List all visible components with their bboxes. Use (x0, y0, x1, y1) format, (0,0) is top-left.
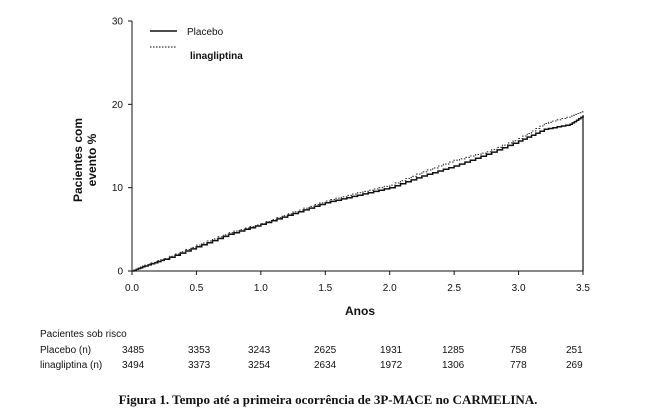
risk-cell: 3353 (188, 345, 211, 356)
risk-cell: 3243 (248, 345, 271, 356)
legend: Placebo linagliptina (150, 27, 243, 62)
risk-cell: 3254 (248, 360, 271, 371)
risk-cell: 1306 (442, 360, 465, 371)
risk-row-linagliptina: linagliptina (n) 3494 3373 3254 2634 197… (40, 360, 640, 374)
risk-cell: 3494 (122, 360, 145, 371)
x-tick-label: 0.5 (189, 283, 203, 294)
legend-label-linagliptina: linagliptina (190, 51, 243, 62)
risk-cell: 758 (510, 345, 527, 356)
series-line-placebo (132, 116, 584, 272)
series-line-linagliptina (132, 111, 584, 272)
km-chart: 0 10 20 30 0.0 0.5 1.0 1.5 2.0 2.5 3.0 3.5 Anos Pa… (71, 17, 590, 319)
risk-cell: 269 (566, 360, 583, 371)
x-tick-group: 0.0 0.5 1.0 1.5 2.0 2.5 3.0 3.5 (125, 271, 590, 294)
x-tick-label: 1.0 (254, 283, 268, 294)
risk-cell: 1285 (442, 345, 465, 356)
x-tick-label: 2.5 (447, 283, 461, 294)
y-tick-label: 10 (112, 183, 124, 194)
x-axis-title: Anos (345, 304, 375, 318)
risk-cell: 1931 (380, 345, 403, 356)
x-tick-label: 3.5 (576, 283, 590, 294)
risk-row-label: linagliptina (n) (40, 360, 103, 371)
risk-row-label: Placebo (n) (40, 345, 92, 356)
risk-cell: 778 (510, 360, 527, 371)
risk-row-placebo: Placebo (n) 3485 3353 3243 2625 1931 128… (40, 345, 640, 359)
y-tick-label: 30 (112, 17, 124, 28)
risk-cell: 3485 (122, 345, 145, 356)
x-tick-label: 2.0 (383, 283, 397, 294)
risk-cell: 251 (566, 345, 583, 356)
series-group (132, 111, 584, 272)
x-tick-label: 3.0 (512, 283, 526, 294)
y-tick-label: 20 (112, 100, 124, 111)
risk-table-title: Pacientes sob risco (40, 329, 127, 340)
legend-label-placebo: Placebo (187, 27, 224, 38)
risk-cell: 3373 (188, 360, 211, 371)
y-axis-title-line2: evento % (85, 133, 99, 186)
y-tick-label: 0 (117, 267, 123, 278)
figure-caption: Figura 1. Tempo até a primeira ocorrênci… (118, 392, 538, 407)
risk-cell: 1972 (380, 360, 403, 371)
y-axis-title-line1: Pacientes com (71, 118, 85, 202)
risk-cell: 2634 (314, 360, 337, 371)
x-tick-label: 0.0 (125, 283, 139, 294)
risk-cell: 2625 (314, 345, 337, 356)
x-tick-label: 1.5 (318, 283, 332, 294)
y-tick-group: 0 10 20 30 (112, 17, 132, 278)
